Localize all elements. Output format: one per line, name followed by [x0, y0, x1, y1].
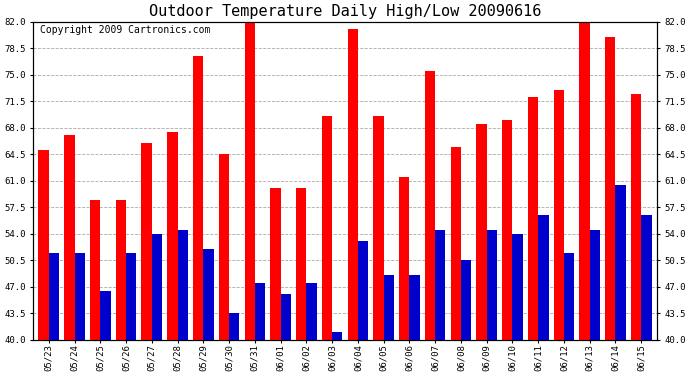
Bar — [126, 253, 137, 340]
Text: Copyright 2009 Cartronics.com: Copyright 2009 Cartronics.com — [39, 25, 210, 35]
Bar — [204, 249, 214, 340]
Bar — [486, 230, 497, 340]
Bar — [513, 234, 523, 340]
Bar — [270, 188, 281, 340]
Bar — [255, 283, 265, 340]
Bar — [152, 234, 162, 340]
Bar — [281, 294, 291, 340]
Bar — [90, 200, 100, 340]
Bar — [64, 135, 75, 340]
Bar — [553, 90, 564, 340]
Bar — [358, 242, 368, 340]
Bar — [476, 124, 486, 340]
Bar — [409, 275, 420, 340]
Bar — [399, 177, 409, 340]
Bar — [641, 215, 651, 340]
Bar — [193, 56, 204, 340]
Bar — [631, 94, 641, 340]
Bar — [373, 116, 384, 340]
Title: Outdoor Temperature Daily High/Low 20090616: Outdoor Temperature Daily High/Low 20090… — [149, 4, 541, 19]
Bar — [384, 275, 394, 340]
Bar — [49, 253, 59, 340]
Bar — [116, 200, 126, 340]
Bar — [306, 283, 317, 340]
Bar — [502, 120, 513, 340]
Bar — [296, 188, 306, 340]
Bar — [229, 313, 239, 340]
Bar — [564, 253, 574, 340]
Bar — [177, 230, 188, 340]
Bar — [590, 230, 600, 340]
Bar — [615, 184, 626, 340]
Bar — [451, 147, 461, 340]
Bar — [332, 332, 342, 340]
Bar — [75, 253, 85, 340]
Bar — [39, 150, 49, 340]
Bar — [167, 132, 177, 340]
Bar — [141, 143, 152, 340]
Bar — [348, 29, 358, 340]
Bar — [219, 154, 229, 340]
Bar — [435, 230, 446, 340]
Bar — [244, 18, 255, 340]
Bar — [538, 215, 549, 340]
Bar — [322, 116, 332, 340]
Bar — [425, 71, 435, 340]
Bar — [461, 260, 471, 340]
Bar — [605, 37, 615, 340]
Bar — [580, 22, 590, 340]
Bar — [100, 291, 110, 340]
Bar — [528, 98, 538, 340]
